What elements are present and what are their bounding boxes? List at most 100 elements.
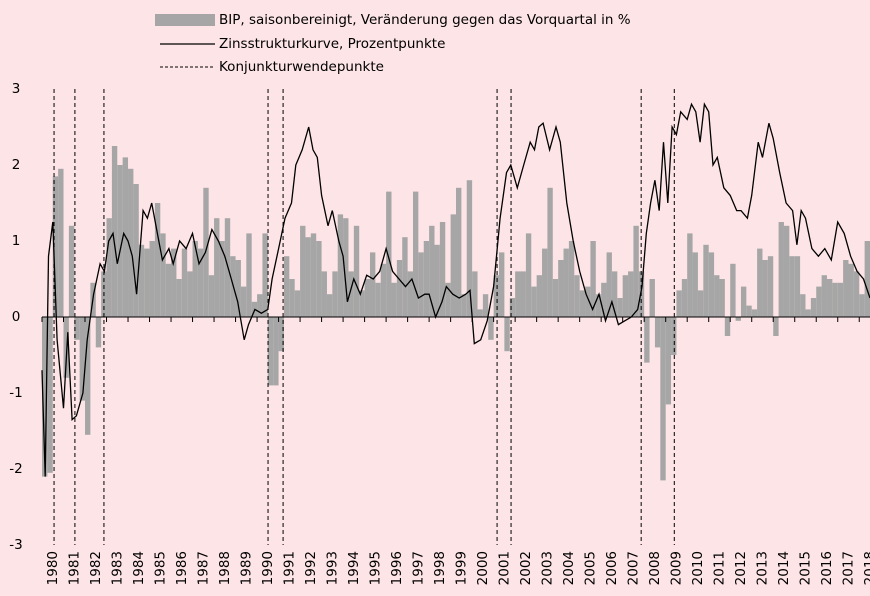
- bar: [611, 271, 618, 317]
- bar: [348, 271, 354, 317]
- bar: [649, 279, 655, 317]
- bar: [337, 214, 344, 317]
- x-tick-label: 1994: [346, 551, 362, 585]
- y-tick-label: 3: [12, 81, 21, 97]
- x-tick-label: 2009: [668, 551, 684, 585]
- bar: [95, 317, 102, 348]
- bar: [321, 271, 327, 317]
- x-tick-label: 2014: [776, 551, 792, 585]
- bar: [434, 244, 440, 317]
- bar: [310, 233, 317, 317]
- bar: [439, 222, 446, 317]
- x-tick-label: 1998: [432, 551, 448, 585]
- x-tick-label: 2016: [819, 551, 835, 585]
- bar: [488, 317, 494, 340]
- bar: [396, 260, 403, 317]
- bar: [482, 294, 489, 317]
- bar: [176, 279, 182, 317]
- bar: [461, 294, 467, 317]
- bar: [740, 286, 747, 317]
- x-tick-label: 2015: [797, 551, 813, 585]
- bar: [144, 248, 150, 317]
- y-tick-label: 2: [12, 157, 21, 173]
- bar: [181, 248, 188, 317]
- bar: [305, 237, 311, 317]
- bar: [343, 218, 349, 317]
- bar: [773, 317, 779, 336]
- bar: [262, 233, 268, 317]
- bar: [509, 298, 516, 317]
- bar: [687, 233, 693, 317]
- bar: [74, 317, 80, 340]
- bar: [402, 237, 408, 317]
- bar: [794, 256, 801, 317]
- bar: [719, 279, 725, 317]
- x-tick-label: 1996: [389, 551, 405, 585]
- bar: [359, 290, 365, 317]
- bar: [235, 260, 241, 317]
- x-tick-label: 2001: [496, 551, 512, 585]
- bar: [676, 290, 682, 317]
- bar: [848, 263, 854, 317]
- y-tick-label: -3: [9, 537, 22, 553]
- x-tick-label: 1982: [88, 551, 104, 585]
- bar: [477, 309, 483, 317]
- bar: [353, 225, 360, 317]
- x-tick-label: 1990: [260, 551, 276, 585]
- bar: [563, 248, 569, 317]
- legend-swatch: [155, 14, 215, 26]
- bar: [267, 317, 274, 386]
- x-tick-label: 1991: [281, 551, 297, 585]
- bar: [859, 294, 865, 317]
- bar: [332, 271, 338, 317]
- bar: [391, 282, 397, 317]
- bar: [568, 241, 575, 317]
- bar: [692, 252, 698, 317]
- bar: [504, 317, 510, 352]
- bar: [364, 279, 370, 317]
- bar: [531, 286, 537, 317]
- bar: [515, 271, 521, 317]
- bar: [246, 233, 252, 317]
- x-tick-label: 1988: [217, 551, 233, 585]
- bar: [85, 317, 91, 435]
- bar: [805, 309, 811, 317]
- bar: [864, 241, 870, 317]
- bar: [789, 256, 795, 317]
- y-tick-label: 1: [12, 233, 21, 249]
- bar: [58, 168, 64, 317]
- bar: [289, 279, 295, 317]
- bar: [386, 191, 392, 317]
- bar: [171, 248, 177, 317]
- bar: [240, 286, 247, 317]
- bar: [622, 275, 629, 317]
- bar: [590, 241, 596, 317]
- bar: [735, 317, 741, 321]
- bar: [138, 244, 145, 317]
- bar: [187, 271, 193, 317]
- bar: [654, 317, 661, 348]
- bar: [665, 317, 672, 405]
- bar: [730, 263, 736, 317]
- bar: [821, 275, 827, 317]
- bar: [853, 271, 860, 317]
- y-tick-label: -2: [9, 461, 22, 477]
- bar: [42, 317, 48, 477]
- x-tick-label: 1984: [131, 551, 147, 585]
- bar: [660, 317, 666, 481]
- bar: [536, 275, 543, 317]
- bar: [633, 225, 639, 317]
- bar: [724, 317, 731, 336]
- bar: [783, 225, 790, 317]
- bar: [493, 275, 500, 317]
- line: [41, 102, 870, 477]
- bar: [547, 187, 553, 317]
- bar: [283, 256, 290, 317]
- bar: [149, 241, 155, 317]
- bar: [219, 241, 225, 317]
- bar: [165, 263, 172, 317]
- bar: [837, 282, 844, 317]
- bar: [558, 260, 564, 317]
- x-tick-label: 2003: [539, 551, 555, 585]
